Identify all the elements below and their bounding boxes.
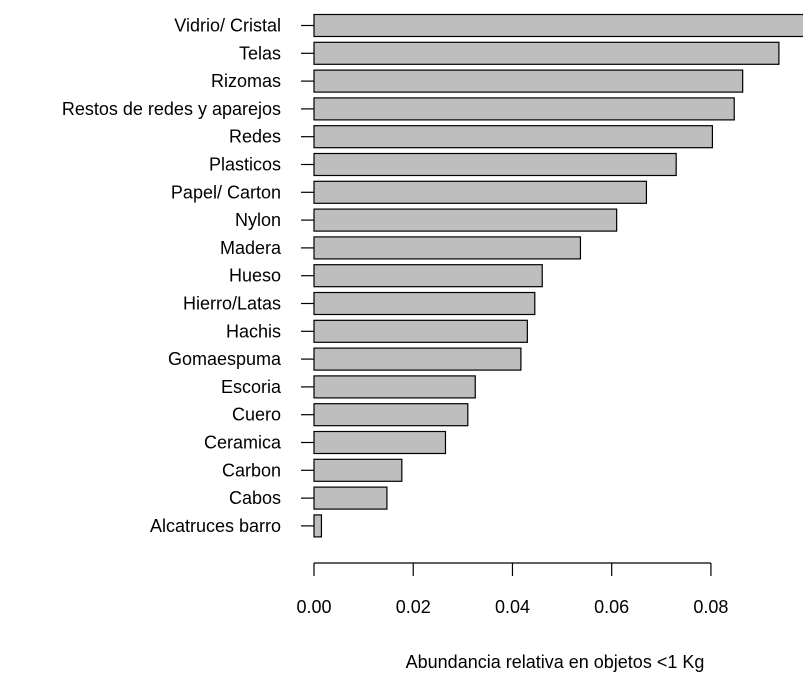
bar-13 [313, 375, 476, 399]
category-labels: Vidrio/ Cristal Telas Rizomas Restos de red… [62, 16, 282, 536]
x-tick-label-3: 0.06 [594, 597, 629, 617]
x-axis: 0.00 0.02 0.04 0.06 0.08 [296, 562, 728, 617]
bar-0 [313, 13, 803, 38]
category-label-3: Restos de redes y aparejos [62, 99, 281, 119]
bar-14 [313, 403, 469, 427]
category-label-16: Carbon [222, 460, 281, 480]
bar-2 [313, 69, 744, 93]
category-label-11: Hachis [226, 321, 281, 341]
bar-18 [313, 514, 323, 538]
bar-4 [313, 125, 714, 149]
x-tick-label-1: 0.02 [396, 597, 431, 617]
x-axis-label: Abundancia relativa en objetos <1 Kg [406, 652, 705, 672]
bar-8 [313, 236, 582, 260]
category-label-10: Hierro/Latas [183, 294, 281, 314]
bar-7 [313, 208, 618, 232]
category-label-4: Redes [229, 127, 281, 147]
category-label-0: Vidrio/ Cristal [174, 16, 281, 36]
bar-9 [313, 264, 543, 288]
bar-3 [313, 97, 735, 121]
category-label-15: Ceramica [204, 433, 282, 453]
x-tick-label-4: 0.08 [693, 597, 728, 617]
bar-16 [313, 458, 403, 482]
bars-group [313, 13, 803, 538]
x-tick-label-2: 0.04 [495, 597, 530, 617]
category-label-12: Gomaespuma [168, 349, 282, 369]
bar-10 [313, 291, 536, 316]
y-axis-ticks [301, 24, 314, 527]
category-label-14: Cuero [232, 405, 281, 425]
category-label-7: Nylon [235, 210, 281, 230]
bar-17 [313, 486, 388, 510]
category-label-8: Madera [220, 238, 282, 258]
category-label-17: Cabos [229, 488, 281, 508]
category-label-18: Alcatruces barro [150, 516, 281, 536]
category-label-5: Plasticos [209, 155, 281, 175]
x-tick-label-0: 0.00 [296, 597, 331, 617]
category-label-9: Hueso [229, 266, 281, 286]
bar-15 [313, 430, 447, 455]
bar-1 [313, 41, 780, 65]
bar-11 [313, 319, 528, 343]
bar-12 [313, 347, 522, 371]
category-label-6: Papel/ Carton [171, 182, 281, 202]
category-label-13: Escoria [221, 377, 282, 397]
category-label-1: Telas [239, 43, 281, 63]
category-label-2: Rizomas [211, 71, 281, 91]
bar-6 [313, 180, 648, 204]
bar-5 [313, 152, 677, 177]
